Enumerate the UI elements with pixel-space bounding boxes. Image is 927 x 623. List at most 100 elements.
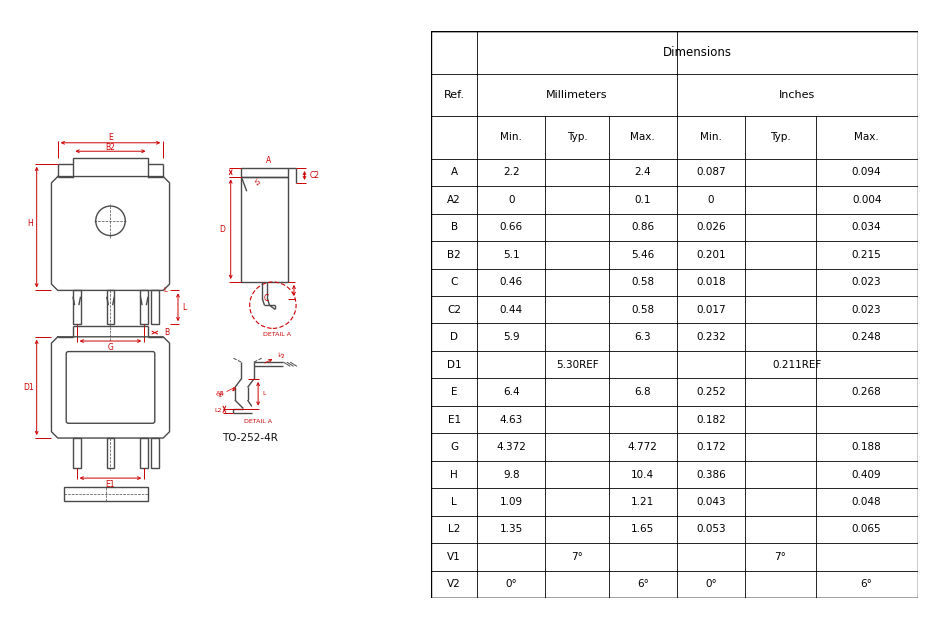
Text: 0.386: 0.386 xyxy=(696,470,726,480)
Text: D1: D1 xyxy=(23,383,33,392)
Bar xyxy=(107,290,114,324)
Text: B2: B2 xyxy=(106,143,116,151)
Text: 0.026: 0.026 xyxy=(696,222,726,232)
Text: 1.21: 1.21 xyxy=(631,497,654,507)
Bar xyxy=(141,438,148,467)
Bar xyxy=(151,438,159,467)
Text: 0.44: 0.44 xyxy=(500,305,523,315)
Text: L: L xyxy=(183,303,186,312)
Text: 5.9: 5.9 xyxy=(503,332,520,342)
Text: 9.8: 9.8 xyxy=(503,470,520,480)
Text: A: A xyxy=(451,168,458,178)
Text: 0.66: 0.66 xyxy=(500,222,523,232)
Text: V1: V1 xyxy=(251,178,260,188)
Text: D: D xyxy=(220,225,225,234)
Text: A: A xyxy=(266,156,272,165)
Text: H: H xyxy=(451,470,458,480)
Text: 1.65: 1.65 xyxy=(631,525,654,535)
Text: Ref.: Ref. xyxy=(444,90,464,100)
Text: 0°: 0° xyxy=(705,579,717,589)
Text: 6.4: 6.4 xyxy=(503,387,520,397)
Text: 0.034: 0.034 xyxy=(852,222,882,232)
Text: 0.211REF: 0.211REF xyxy=(772,359,822,369)
Text: 0.1: 0.1 xyxy=(634,195,651,205)
Text: D1: D1 xyxy=(447,359,462,369)
Text: 5.46: 5.46 xyxy=(631,250,654,260)
Text: B: B xyxy=(164,328,170,337)
Text: 0.087: 0.087 xyxy=(696,168,726,178)
Text: C: C xyxy=(264,294,269,303)
Text: 2.2: 2.2 xyxy=(503,168,520,178)
Text: 6°: 6° xyxy=(860,579,872,589)
Text: E: E xyxy=(451,387,457,397)
Text: L: L xyxy=(451,497,457,507)
Text: 0.409: 0.409 xyxy=(852,470,882,480)
Text: 2.4: 2.4 xyxy=(634,168,651,178)
Text: 7°: 7° xyxy=(571,552,583,562)
Text: 5.30REF: 5.30REF xyxy=(556,359,598,369)
Text: 1.09: 1.09 xyxy=(500,497,523,507)
Bar xyxy=(241,176,287,282)
Text: B2: B2 xyxy=(448,250,461,260)
Text: 0.182: 0.182 xyxy=(696,414,726,425)
Text: 0.053: 0.053 xyxy=(696,525,726,535)
Text: 0.46: 0.46 xyxy=(500,277,523,287)
Text: 4.372: 4.372 xyxy=(497,442,527,452)
Text: 0.065: 0.065 xyxy=(852,525,882,535)
Text: L2: L2 xyxy=(448,525,461,535)
Text: Min.: Min. xyxy=(700,133,722,143)
Text: A2: A2 xyxy=(216,391,224,396)
Text: 0.86: 0.86 xyxy=(631,222,654,232)
Text: H: H xyxy=(28,219,33,229)
Text: L: L xyxy=(163,287,167,293)
Text: C2: C2 xyxy=(310,171,320,180)
Text: 0°: 0° xyxy=(505,579,517,589)
Text: G: G xyxy=(451,442,458,452)
Text: 0.248: 0.248 xyxy=(852,332,882,342)
Text: A2: A2 xyxy=(448,195,461,205)
Text: Min.: Min. xyxy=(501,133,522,143)
Text: 0.58: 0.58 xyxy=(631,305,654,315)
Text: V1: V1 xyxy=(276,352,286,359)
Text: 5.1: 5.1 xyxy=(503,250,520,260)
Text: 4.772: 4.772 xyxy=(628,442,657,452)
Text: Max.: Max. xyxy=(855,133,879,143)
Text: Millimeters: Millimeters xyxy=(546,90,608,100)
Text: 0.215: 0.215 xyxy=(852,250,882,260)
Bar xyxy=(64,487,148,502)
Text: C: C xyxy=(451,277,458,287)
Text: C2: C2 xyxy=(447,305,461,315)
Text: 0.004: 0.004 xyxy=(852,195,882,205)
Bar xyxy=(73,438,81,467)
Text: 0.188: 0.188 xyxy=(852,442,882,452)
Text: DETAIL A: DETAIL A xyxy=(263,332,291,337)
Text: B: B xyxy=(451,222,458,232)
Text: 6°: 6° xyxy=(637,579,649,589)
Text: 0.252: 0.252 xyxy=(696,387,726,397)
Text: 0.048: 0.048 xyxy=(852,497,882,507)
Bar xyxy=(73,290,81,324)
Text: 0.018: 0.018 xyxy=(696,277,726,287)
Text: Typ.: Typ. xyxy=(566,133,588,143)
Text: 0.232: 0.232 xyxy=(696,332,726,342)
Text: 1.35: 1.35 xyxy=(500,525,523,535)
Text: 10.4: 10.4 xyxy=(631,470,654,480)
Text: V2: V2 xyxy=(448,579,461,589)
Text: TO-252-4R: TO-252-4R xyxy=(222,433,277,443)
Text: 0.58: 0.58 xyxy=(631,277,654,287)
Bar xyxy=(141,290,148,324)
Text: 0.043: 0.043 xyxy=(696,497,726,507)
Bar xyxy=(151,290,159,324)
Text: 0.023: 0.023 xyxy=(852,305,882,315)
Text: 6.8: 6.8 xyxy=(634,387,651,397)
Text: L: L xyxy=(262,391,266,396)
Text: L2: L2 xyxy=(214,408,222,413)
Text: E: E xyxy=(108,133,113,142)
Text: V2: V2 xyxy=(218,389,227,398)
Text: V1: V1 xyxy=(448,552,461,562)
Bar xyxy=(241,168,287,176)
Text: D: D xyxy=(451,332,458,342)
Bar xyxy=(107,438,114,467)
Text: 0.094: 0.094 xyxy=(852,168,882,178)
Text: 0: 0 xyxy=(508,195,514,205)
